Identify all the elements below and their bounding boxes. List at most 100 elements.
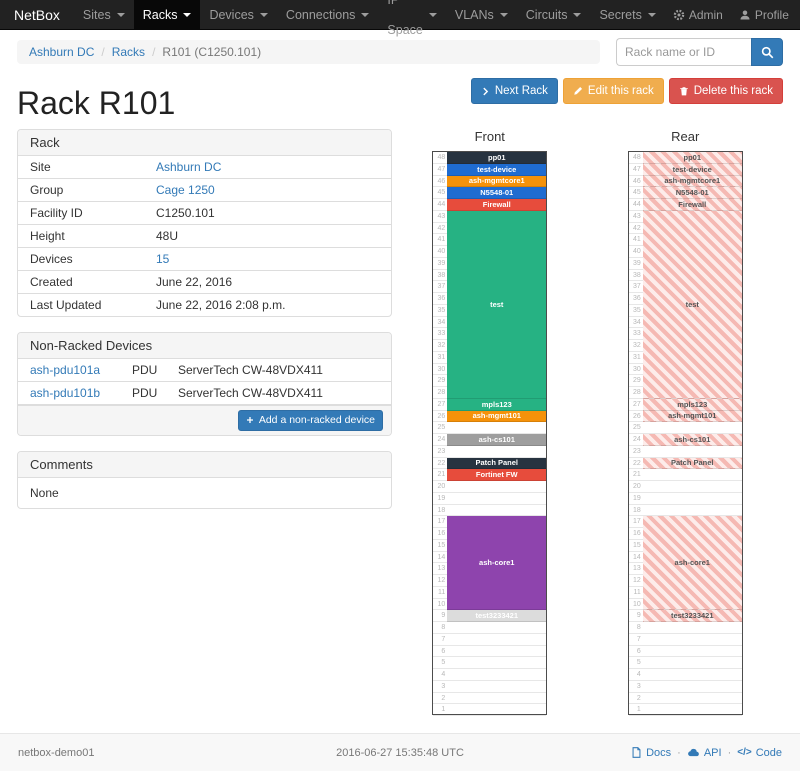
last-updated-value: June 22, 2016 2:08 p.m. [156, 298, 286, 312]
device-block[interactable]: Firewall [642, 199, 742, 211]
edit-rack-label: Edit this rack [587, 85, 654, 97]
unit-number-label: 32 [437, 342, 446, 349]
unit-number-label: 3 [441, 682, 446, 690]
breadcrumb-link-site[interactable]: Ashburn DC [29, 45, 95, 59]
device-block[interactable]: N5548-01 [642, 187, 742, 199]
device-block[interactable]: N5548-01 [447, 187, 547, 199]
unit-number-label: 39 [632, 259, 641, 267]
device-block[interactable]: test [642, 210, 742, 399]
unit-number-label: 45 [632, 189, 641, 197]
device-block[interactable]: mpls123 [447, 398, 547, 411]
unit-number-label: 26 [632, 412, 641, 420]
main-menu: Sites Racks Devices Connections IP Space… [74, 0, 665, 37]
non-racked-panel-title: Non-Racked Devices [18, 333, 391, 359]
unit-number-label: 48 [632, 154, 641, 161]
rack-slot: 8 [628, 622, 742, 634]
search-input[interactable] [616, 38, 751, 66]
unit-number-label: 25 [437, 424, 446, 432]
device-block[interactable]: ash-core1 [447, 516, 547, 611]
group-link[interactable]: Cage 1250 [156, 183, 215, 197]
caret-down-icon [573, 12, 582, 17]
unit-number-label: 12 [437, 577, 446, 584]
device-block[interactable]: test3233421 [642, 610, 742, 622]
admin-link[interactable]: Admin [665, 0, 731, 29]
nav-item-circuits[interactable]: Circuits [517, 0, 591, 29]
device-block[interactable]: ash-cs101 [447, 434, 547, 446]
device-block[interactable]: ash-cs101 [642, 434, 742, 446]
device-block[interactable]: ash-mgmt101 [642, 410, 742, 423]
search-button[interactable] [751, 38, 783, 66]
unit-number-label: 11 [437, 588, 446, 596]
device-block[interactable]: pp01 [642, 152, 742, 164]
unit-number-label: 24 [632, 436, 641, 443]
unit-number-label: 16 [632, 530, 641, 537]
unit-number-label: 10 [632, 600, 641, 608]
next-rack-button[interactable]: Next Rack [470, 78, 558, 105]
profile-link[interactable]: Profile [731, 0, 797, 29]
nav-item-ip-space[interactable]: IP Space [378, 0, 445, 37]
attr-label: Height [30, 229, 65, 243]
rack-slot: 6 [628, 646, 742, 658]
device-block[interactable]: mpls123 [642, 398, 742, 411]
device-block[interactable]: pp01 [447, 152, 547, 164]
nav-item-connections[interactable]: Connections [277, 0, 379, 29]
unit-number-label: 8 [441, 624, 446, 631]
nav-item-label: Secrets [599, 7, 642, 22]
rack-slot: 5 [628, 657, 742, 669]
rack-slot: 21 [628, 469, 742, 481]
unit-number-label: 35 [437, 306, 446, 314]
facility-id-value: C1250.101 [156, 206, 215, 220]
breadcrumb-link-racks[interactable]: Racks [111, 45, 146, 59]
rack-slot: 20 [628, 481, 742, 493]
unit-number-label: 43 [632, 212, 641, 220]
rack-search [616, 38, 783, 66]
nav-item-devices[interactable]: Devices [200, 0, 276, 29]
device-block[interactable]: Patch Panel [447, 457, 547, 470]
nav-item-racks[interactable]: Racks [133, 0, 201, 29]
device-block[interactable]: Firewall [447, 199, 547, 211]
unit-number-label: 42 [632, 224, 641, 232]
device-block[interactable]: ash-mgmt101 [447, 410, 547, 423]
nav-item-vlans[interactable]: VLANs [446, 0, 517, 29]
unit-number-label: 31 [437, 353, 446, 361]
search-icon [761, 46, 774, 59]
unit-number-label: 46 [632, 177, 641, 185]
device-block[interactable]: ash-mgmtcore1 [642, 175, 742, 188]
unit-number-label: 36 [632, 295, 641, 302]
delete-rack-label: Delete this rack [693, 85, 773, 97]
unit-number-label: 40 [632, 248, 641, 255]
attr-row-devices: Devices 15 [18, 248, 391, 271]
brand[interactable]: NetBox [14, 7, 60, 23]
devices-count-link[interactable]: 15 [156, 252, 170, 266]
device-block[interactable]: test-device [447, 163, 547, 176]
device-block[interactable]: test3233421 [447, 610, 547, 622]
unit-number-label: 41 [632, 236, 641, 244]
edit-rack-button[interactable]: Edit this rack [562, 78, 664, 105]
unit-number-label: 35 [632, 306, 641, 314]
unit-number-label: 13 [437, 565, 446, 573]
comments-body: None [30, 485, 59, 500]
add-non-racked-device-button[interactable]: Add a non-racked device [237, 410, 383, 431]
device-link[interactable]: ash-pdu101a [30, 363, 101, 377]
unit-number-label: 47 [437, 165, 446, 173]
device-block[interactable]: test-device [642, 163, 742, 176]
unit-number-label: 38 [632, 271, 641, 279]
unit-number-label: 34 [632, 318, 641, 326]
rack-slot: 4 [628, 669, 742, 681]
unit-number-label: 19 [437, 494, 446, 502]
device-block[interactable]: Fortinet FW [447, 469, 547, 481]
nav-item-sites[interactable]: Sites [74, 0, 134, 29]
comments-panel-title: Comments [18, 451, 391, 478]
device-block[interactable]: ash-core1 [642, 516, 742, 611]
unit-number-label: 25 [632, 424, 641, 432]
unit-number-label: 16 [437, 530, 446, 537]
device-link[interactable]: ash-pdu101b [30, 386, 101, 400]
device-block[interactable]: ash-mgmtcore1 [447, 175, 547, 188]
device-block[interactable]: Patch Panel [642, 457, 742, 470]
delete-rack-button[interactable]: Delete this rack [668, 78, 783, 105]
site-link[interactable]: Ashburn DC [156, 160, 222, 174]
plus-icon [246, 416, 254, 424]
device-role: PDU [132, 386, 158, 400]
device-block[interactable]: test [447, 210, 547, 399]
nav-item-secrets[interactable]: Secrets [590, 0, 664, 29]
